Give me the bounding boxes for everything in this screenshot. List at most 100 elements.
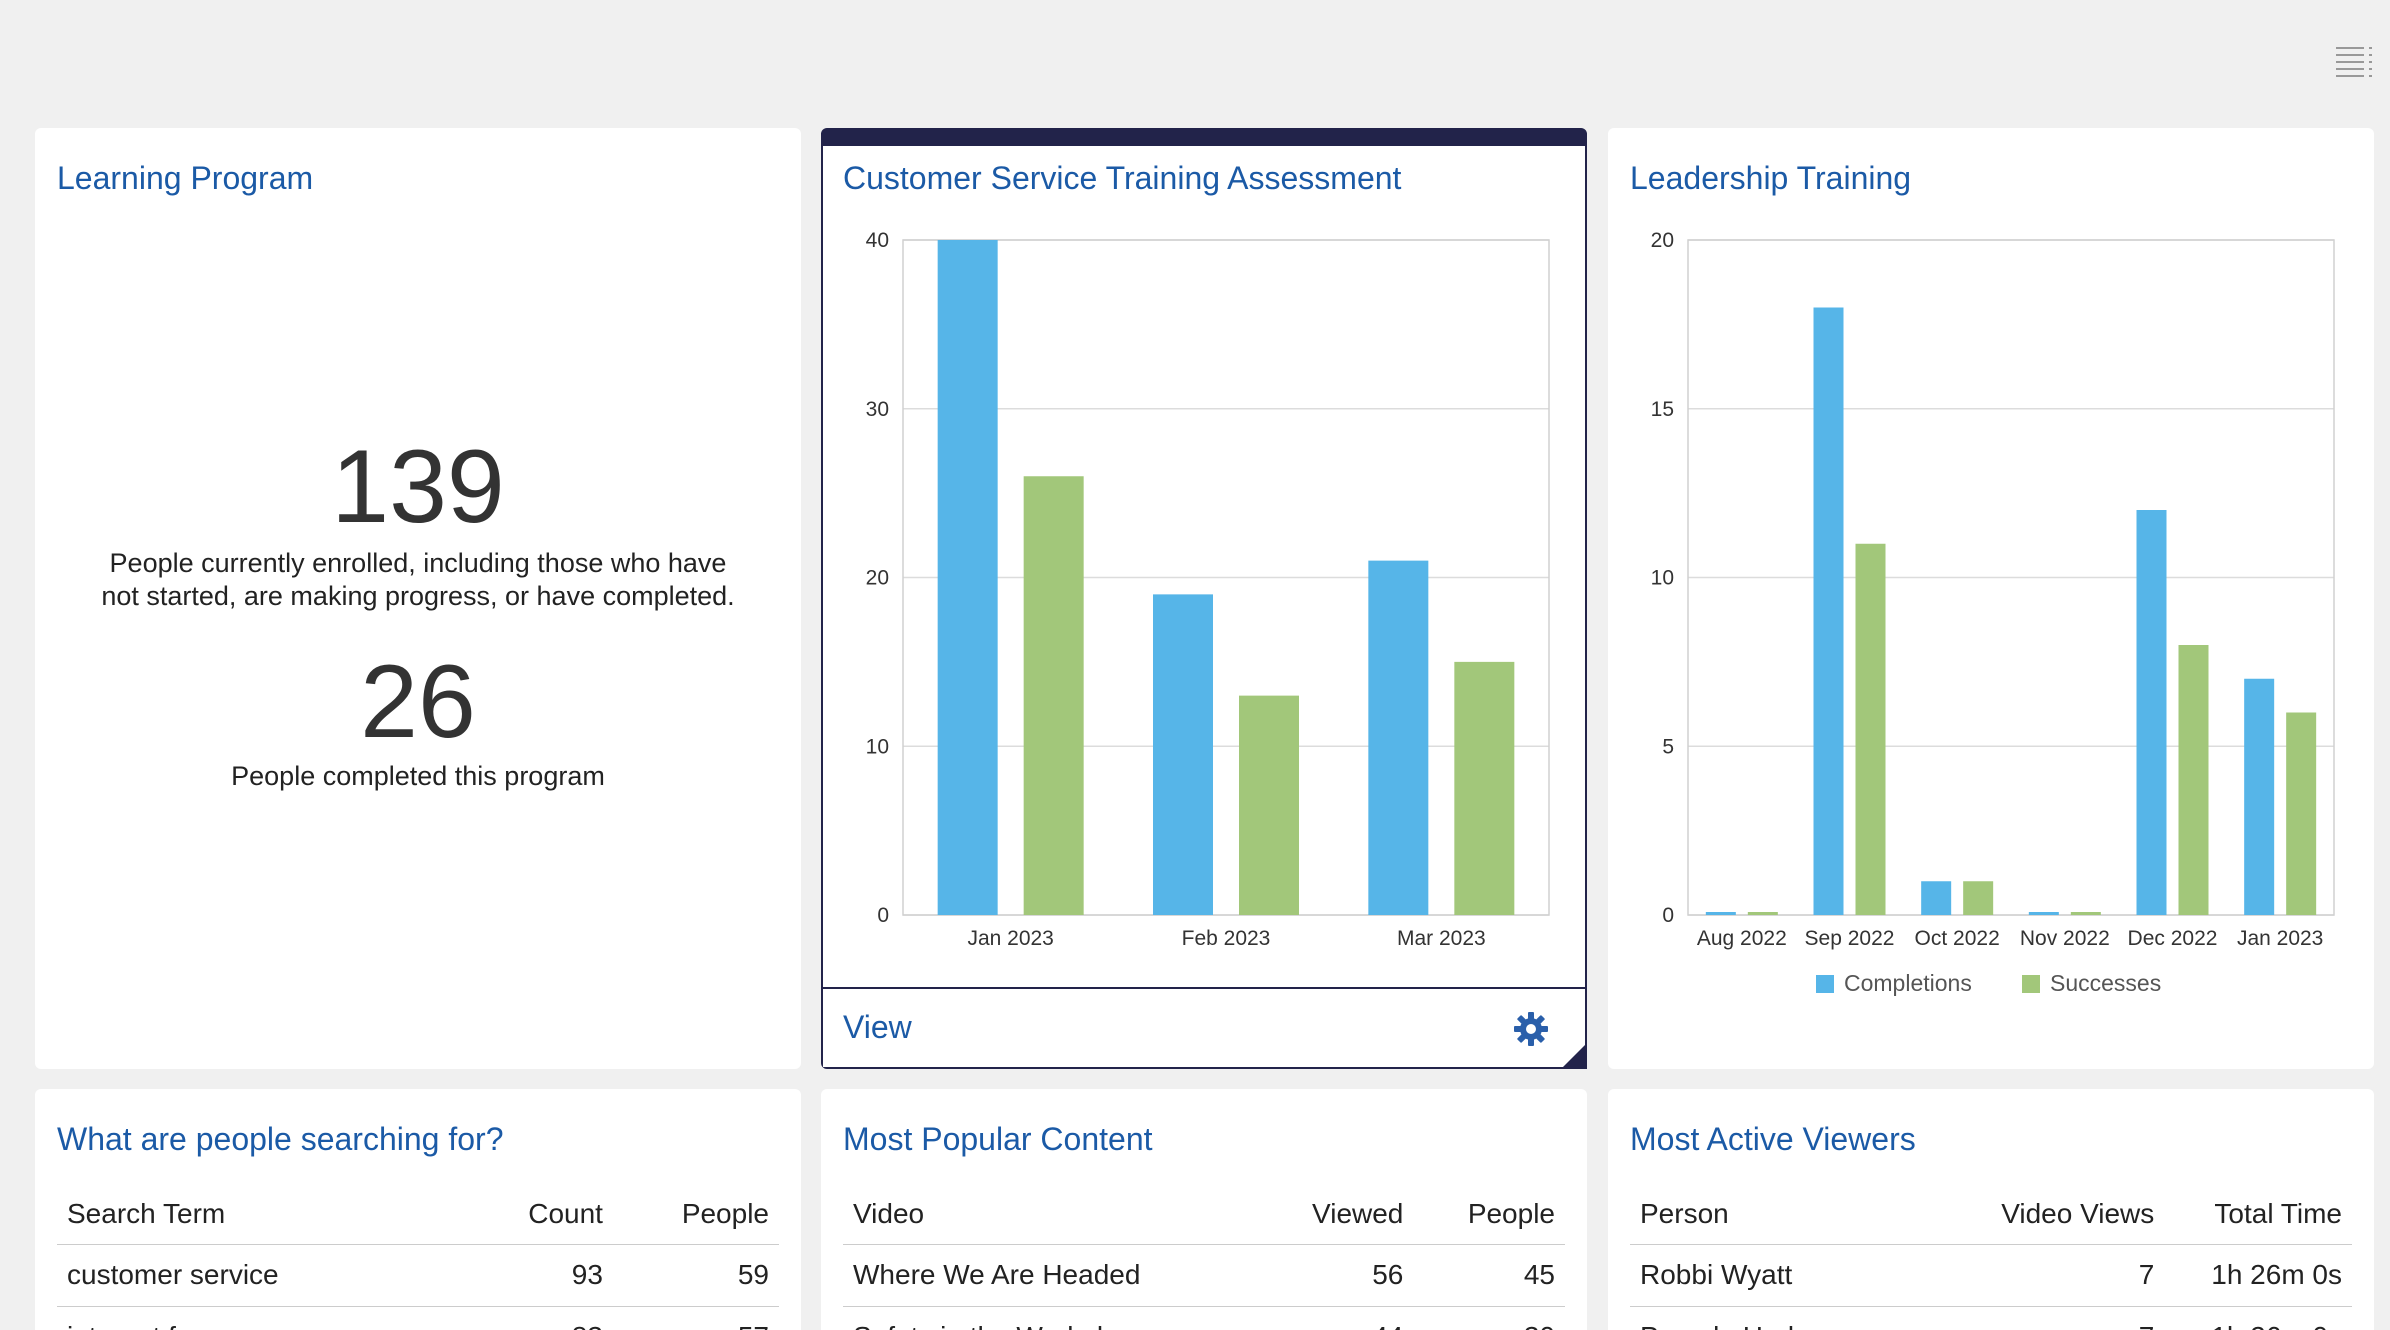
bar-completions-jan-2023[interactable] <box>2244 678 2275 915</box>
bar-successes-oct-2022[interactable] <box>1963 881 1994 915</box>
active-viewers-table: Person Video Views Total Time Robbi Wyat… <box>1630 1184 2352 1330</box>
y-tick-label: 20 <box>1651 229 1674 252</box>
table-row[interactable]: Where We Are Headed 56 45 <box>843 1244 1565 1307</box>
y-tick-label: 15 <box>1651 398 1674 421</box>
column-header-people[interactable]: People <box>612 1184 779 1245</box>
leadership-training-card: Leadership Training 0 5 10 15 20 Aug 2022 Sep … <box>1608 128 2374 1069</box>
people-cell: 59 <box>612 1244 779 1307</box>
person-cell: Robbi Wyatt <box>1630 1244 1948 1307</box>
bar-completions-mar-2023[interactable] <box>1368 560 1429 915</box>
y-tick-label: 30 <box>866 398 889 421</box>
bar-successes-jan-2023[interactable] <box>2286 712 2317 916</box>
card-title[interactable]: Most Active Viewers <box>1630 1121 1916 1157</box>
column-header-count[interactable]: Count <box>454 1184 613 1245</box>
bar-successes-sep-2022[interactable] <box>1855 543 1886 915</box>
card-title[interactable]: Leadership Training <box>1630 160 1912 196</box>
popular-content-card: Most Popular Content Video Viewed People… <box>821 1089 1587 1330</box>
x-tick-label: Mar 2023 <box>1397 927 1486 950</box>
x-tick-label: Oct 2022 <box>1915 927 2000 950</box>
video-views-cell: 7 <box>1947 1306 2165 1330</box>
column-header-total-time[interactable]: Total Time <box>2164 1184 2352 1245</box>
bar-completions-sep-2022[interactable] <box>1813 307 1844 916</box>
bar-successes-mar-2023[interactable] <box>1454 661 1515 915</box>
enrolled-description-line1: People currently enrolled, including tho… <box>109 548 727 578</box>
y-tick-label: 10 <box>866 735 889 758</box>
card-title[interactable]: Customer Service Training Assessment <box>843 160 1402 196</box>
count-cell: 93 <box>454 1244 613 1307</box>
x-tick-label: Aug 2022 <box>1697 927 1787 950</box>
search-term-cell: customer service <box>57 1244 455 1307</box>
plot-area <box>1687 239 2335 916</box>
view-link[interactable]: View <box>843 1009 912 1045</box>
y-tick-label: 0 <box>877 904 889 927</box>
table-header-row: Search Term Count People <box>57 1184 779 1245</box>
column-header-video[interactable]: Video <box>843 1184 1255 1245</box>
table-header-row: Person Video Views Total Time <box>1630 1184 2352 1245</box>
legend-swatch <box>2022 975 2040 993</box>
card-title[interactable]: What are people searching for? <box>57 1121 504 1157</box>
column-header-people[interactable]: People <box>1413 1184 1565 1245</box>
card-footer: View <box>823 987 1587 1069</box>
x-tick-label: Dec 2022 <box>2128 927 2218 950</box>
viewed-cell: 56 <box>1254 1244 1414 1307</box>
learning-program-card: Learning Program 139 People currently en… <box>35 128 801 1069</box>
bar-completions-jan-2023[interactable] <box>937 240 998 915</box>
column-header-person[interactable]: Person <box>1630 1184 1948 1245</box>
legend-label[interactable]: Successes <box>2050 970 2161 996</box>
x-tick-label: Jan 2023 <box>967 927 1053 950</box>
y-tick-label: 10 <box>1651 567 1674 590</box>
column-header-search-term[interactable]: Search Term <box>57 1184 455 1245</box>
table-row[interactable]: customer service 93 59 <box>57 1244 779 1307</box>
x-tick-label: Feb 2023 <box>1182 927 1271 950</box>
people-cell: 45 <box>1413 1244 1565 1307</box>
bar-successes-feb-2023[interactable] <box>1239 695 1299 915</box>
count-cell: 83 <box>454 1306 613 1330</box>
x-tick-label: Jan 2023 <box>2237 927 2323 950</box>
completed-description: People completed this program <box>231 761 605 791</box>
legend-swatch <box>1816 975 1834 993</box>
people-cell: 30 <box>1413 1306 1565 1330</box>
bar-completions-nov-2022[interactable] <box>2028 912 2059 915</box>
search-terms-card: What are people searching for? Search Te… <box>35 1089 801 1330</box>
resize-handle[interactable] <box>1561 1043 1587 1069</box>
video-title-cell: Safety in the Workplace <box>843 1306 1255 1330</box>
list-menu-icon[interactable] <box>2334 42 2374 82</box>
bar-successes-jan-2023[interactable] <box>1023 476 1084 915</box>
leadership-bar-chart: 0 5 10 15 20 Aug 2022 Sep 2022 Oct 2022 Nov 2022… <box>1651 229 2335 996</box>
bar-completions-dec-2022[interactable] <box>2136 510 2167 915</box>
table-row[interactable]: intranet forum 83 57 <box>57 1306 779 1330</box>
bar-completions-feb-2023[interactable] <box>1153 594 1213 915</box>
customer-service-card: Customer Service Training Assessment 0 10… <box>821 128 1587 1069</box>
active-viewers-card: Most Active Viewers Person Video Views T… <box>1608 1089 2374 1330</box>
gear-icon[interactable] <box>1513 1011 1549 1047</box>
x-tick-label: Sep 2022 <box>1805 927 1895 950</box>
column-header-viewed[interactable]: Viewed <box>1254 1184 1414 1245</box>
column-header-video-views[interactable]: Video Views <box>1947 1184 2165 1245</box>
y-tick-label: 20 <box>866 567 889 590</box>
bar-successes-nov-2022[interactable] <box>2070 912 2101 915</box>
popular-content-table: Video Viewed People Where We Are Headed … <box>843 1184 1565 1330</box>
card-title[interactable]: Most Popular Content <box>843 1121 1153 1157</box>
bar-completions-oct-2022[interactable] <box>1921 881 1952 915</box>
viewed-cell: 44 <box>1254 1306 1414 1330</box>
table-row[interactable]: Robbi Wyatt 7 1h 26m 0s <box>1630 1244 2352 1307</box>
search-term-cell: intranet forum <box>57 1306 455 1330</box>
bar-successes-dec-2022[interactable] <box>2178 645 2209 915</box>
video-title-cell: Where We Are Headed <box>843 1244 1255 1307</box>
video-views-cell: 7 <box>1947 1244 2165 1307</box>
bar-successes-aug-2022[interactable] <box>1747 912 1778 915</box>
bar-completions-aug-2022[interactable] <box>1705 912 1736 915</box>
y-tick-label: 40 <box>866 229 889 252</box>
completed-count: 26 <box>360 644 476 760</box>
people-cell: 57 <box>612 1306 779 1330</box>
enrolled-count: 139 <box>331 429 505 545</box>
legend-label[interactable]: Completions <box>1844 970 1972 996</box>
search-terms-table: Search Term Count People customer servic… <box>57 1184 779 1330</box>
person-cell: Pamela Hudson <box>1630 1306 1948 1330</box>
enrolled-description-line2: not started, are making progress, or hav… <box>101 581 735 611</box>
table-row[interactable]: Safety in the Workplace 44 30 <box>843 1306 1565 1330</box>
y-tick-label: 5 <box>1662 735 1674 758</box>
table-row[interactable]: Pamela Hudson 7 1h 26m 0s <box>1630 1306 2352 1330</box>
card-title[interactable]: Learning Program <box>57 160 314 196</box>
